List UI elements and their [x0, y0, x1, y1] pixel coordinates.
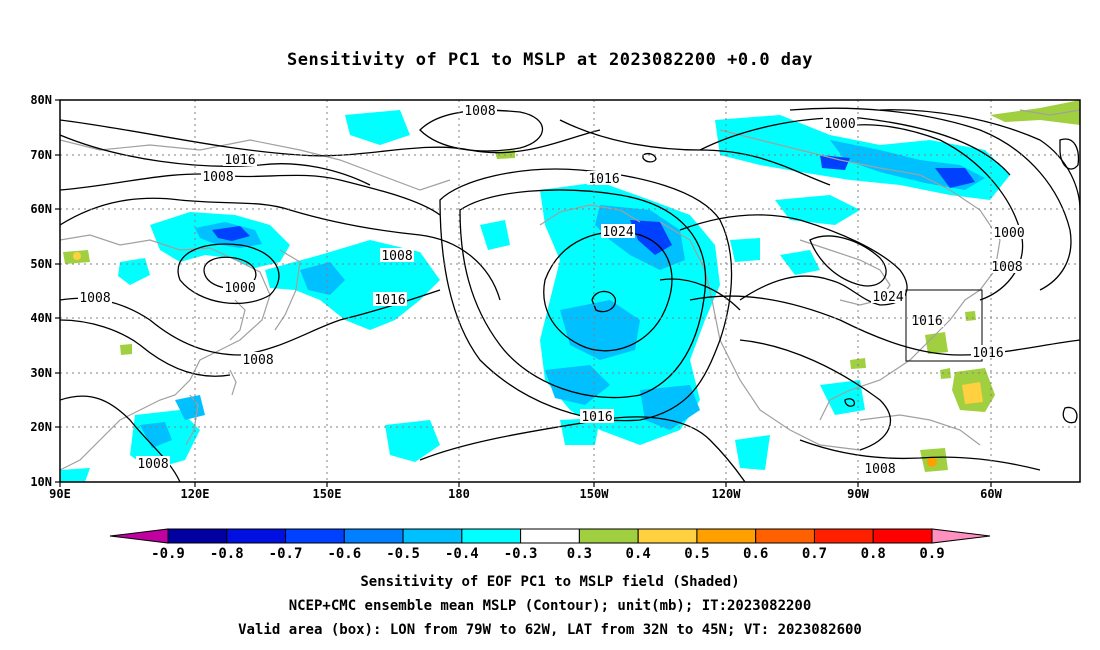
contour-label: 1016 [581, 410, 612, 425]
colorbar-segment [402, 528, 463, 544]
lon-label: 150W [580, 487, 610, 501]
contour-label: 1000 [824, 117, 855, 132]
lat-label: 10N [30, 475, 52, 489]
colorbar-label: 0.5 [684, 546, 709, 562]
colorbar-segment [696, 528, 757, 544]
colorbar-label: 0.8 [861, 546, 886, 562]
contour-label-bg [910, 313, 944, 327]
mslp-contours [60, 107, 1080, 482]
colorbar-label: 0.6 [743, 546, 768, 562]
colorbar-segment [637, 528, 698, 544]
colorbar-label: -0.3 [504, 546, 538, 562]
contour-label-bg [971, 345, 1005, 359]
contour-label: 1016 [224, 153, 255, 168]
lon-label: 90E [49, 487, 71, 501]
colorbar-segment [343, 528, 404, 544]
contour-label: 1008 [381, 249, 412, 264]
colorbar-segment [461, 528, 522, 544]
lat-label: 20N [30, 420, 52, 434]
contour-labels: 1008 1016 1008 1008 1000 1008 1016 1008 1008 1016… [78, 103, 1026, 477]
valid-area-box [905, 289, 983, 362]
colorbar-label: -0.9 [151, 546, 185, 562]
contour-label-bg [373, 292, 407, 306]
contour-label-bg [990, 259, 1024, 273]
contour-label: 1000 [224, 281, 255, 296]
colorbar-label: 0.3 [567, 546, 592, 562]
contour-label-bg [463, 103, 497, 117]
contour-label: 1016 [972, 346, 1003, 361]
footer-line-1: Sensitivity of EOF PC1 to MSLP field (Sh… [360, 574, 740, 590]
footer-line-3: Valid area (box): LON from 79W to 62W, L… [238, 622, 862, 638]
contour-label: 1008 [242, 353, 273, 368]
contour-label: 1008 [202, 170, 233, 185]
contour-label-bg [223, 280, 257, 294]
contour-label: 1008 [864, 462, 895, 477]
contour-label-bg [601, 224, 635, 238]
contour-label-bg [241, 352, 275, 366]
colorbar-segment [285, 528, 345, 544]
colorbar-max-arrow [931, 528, 991, 544]
colorbar-label: -0.6 [327, 546, 361, 562]
lat-label: 50N [30, 257, 52, 271]
colorbar-label: 0.7 [802, 546, 827, 562]
contour-label-bg [871, 289, 905, 303]
lat-label: 40N [30, 311, 52, 325]
footer-line-2: NCEP+CMC ensemble mean MSLP (Contour); u… [288, 598, 812, 614]
lon-label: 120E [181, 487, 210, 501]
contour-label: 1016 [911, 314, 942, 329]
colorbar-segment [578, 528, 639, 544]
colorbar-label: 0.4 [626, 546, 651, 562]
colorbar-segment [872, 528, 933, 544]
contour-label-bg [380, 248, 414, 262]
lat-lon-grid [60, 100, 1080, 482]
contour-label: 1024 [872, 290, 903, 305]
contour-label: 1008 [464, 104, 495, 119]
colorbar-label: -0.7 [269, 546, 303, 562]
lon-label: 90W [847, 487, 869, 501]
contour-label-bg [136, 456, 170, 470]
lat-label: 70N [30, 148, 52, 162]
lon-label: 180 [448, 487, 470, 501]
latitude-labels: 80N 70N 60N 50N 40N 30N 20N 10N [30, 93, 52, 489]
colorbar-label: -0.8 [210, 546, 244, 562]
colorbar-segment [167, 528, 228, 544]
contour-label: 1008 [991, 260, 1022, 275]
colorbar-label: -0.4 [445, 546, 479, 562]
contour-label: 1008 [79, 291, 110, 306]
colorbar-segment [755, 528, 815, 544]
colorbar-label: -0.5 [386, 546, 420, 562]
map-title: Sensitivity of PC1 to MSLP at 2023082200… [286, 50, 813, 70]
colorbar-min-arrow [109, 528, 169, 544]
contour-label: 1008 [137, 457, 168, 472]
contour-label: 1016 [374, 293, 405, 308]
contour-label-bg [863, 461, 897, 475]
lon-label: 120W [712, 487, 742, 501]
contour-label: 1024 [602, 225, 633, 240]
contour-label-bg [823, 116, 857, 130]
colorbar-segment [813, 528, 874, 544]
contour-label-bg [223, 152, 257, 166]
contour-label-bg [580, 409, 614, 423]
lat-label: 30N [30, 366, 52, 380]
contour-label-bg [201, 169, 235, 183]
map-frame [59, 99, 1081, 483]
contour-label: 1000 [993, 226, 1024, 241]
lon-label: 60W [980, 487, 1002, 501]
contour-label: 1016 [588, 172, 619, 187]
lon-label: 150E [313, 487, 342, 501]
axis-ticks [55, 99, 992, 487]
longitude-labels: 90E 120E 150E 180 150W 120W 90W 60W [49, 487, 1002, 501]
contour-label-bg [992, 225, 1026, 239]
colorbar-segment [520, 528, 580, 544]
lat-label: 80N [30, 93, 52, 107]
colorbar: -0.9 -0.8 -0.7 -0.6 -0.5 -0.4 -0.3 0.3 0.4 0.5 0.6… [109, 528, 991, 562]
contour-label-bg [587, 171, 621, 185]
lat-label: 60N [30, 202, 52, 216]
contour-label-bg [78, 290, 112, 304]
colorbar-label: 0.9 [919, 546, 944, 562]
colorbar-segment [226, 528, 287, 544]
